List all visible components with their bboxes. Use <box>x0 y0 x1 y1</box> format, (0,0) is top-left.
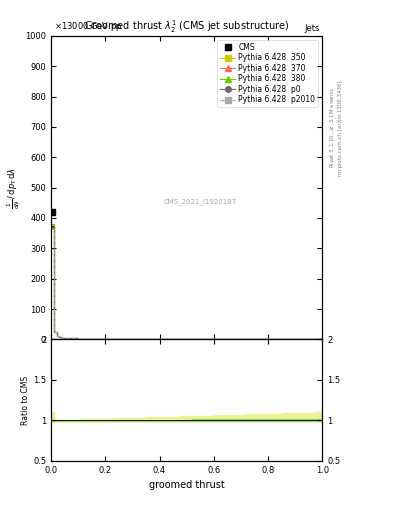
Legend: CMS, Pythia 6.428  350, Pythia 6.428  370, Pythia 6.428  380, Pythia 6.428  p0, : CMS, Pythia 6.428 350, Pythia 6.428 370,… <box>217 39 318 108</box>
Y-axis label: Ratio to CMS: Ratio to CMS <box>21 375 30 424</box>
Text: Jets: Jets <box>304 24 320 33</box>
Title: Groomed thrust $\lambda_2^1$ (CMS jet substructure): Groomed thrust $\lambda_2^1$ (CMS jet su… <box>84 18 289 35</box>
Point <box>49 208 55 216</box>
Text: $\times$13000 GeV pp: $\times$13000 GeV pp <box>54 20 122 33</box>
X-axis label: groomed thrust: groomed thrust <box>149 480 224 490</box>
Text: mcplots.cern.ch [arXiv:1306.3436]: mcplots.cern.ch [arXiv:1306.3436] <box>338 80 343 176</box>
Text: CMS_2021_I1920187: CMS_2021_I1920187 <box>163 198 237 204</box>
Y-axis label: $\frac{1}{\mathrm{d}N}\,/\,\mathrm{d}p_\mathrm{T}\,\mathrm{d}\lambda$: $\frac{1}{\mathrm{d}N}\,/\,\mathrm{d}p_\… <box>6 166 22 208</box>
Text: Rivet 3.1.10, $\geq$ 3.1M events: Rivet 3.1.10, $\geq$ 3.1M events <box>328 88 336 168</box>
